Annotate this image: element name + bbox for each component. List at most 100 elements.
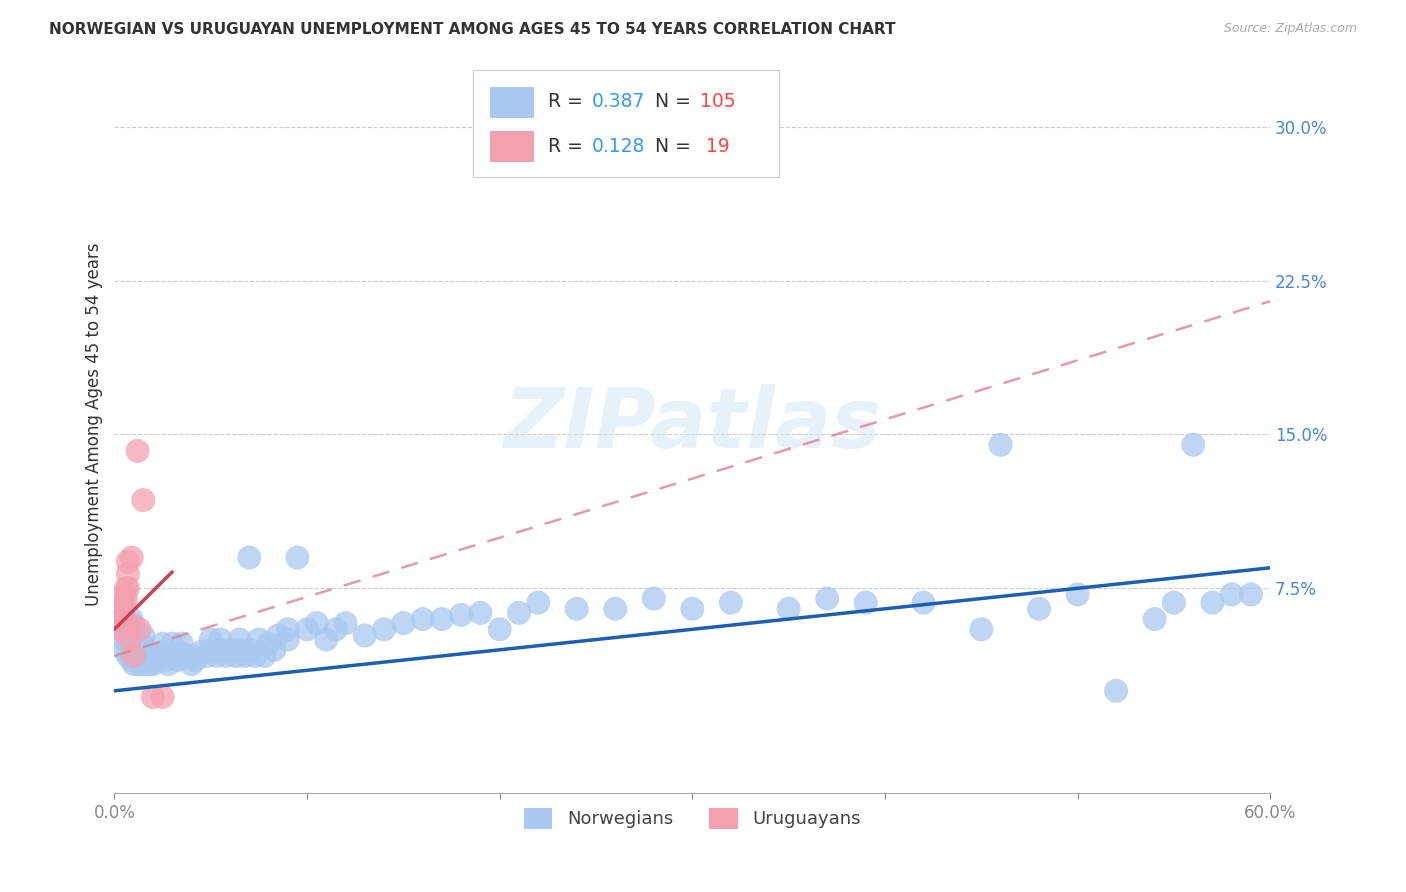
Point: [470, 606, 492, 620]
Point: [243, 648, 266, 663]
Point: [115, 591, 138, 606]
Point: [1028, 602, 1050, 616]
Point: [121, 550, 143, 565]
Text: ZIPatlas: ZIPatlas: [503, 384, 882, 465]
Point: [121, 632, 143, 647]
Point: [527, 596, 550, 610]
Point: [117, 566, 139, 581]
Point: [111, 612, 134, 626]
Text: N =: N =: [655, 92, 697, 112]
Point: [142, 690, 165, 704]
Point: [305, 616, 328, 631]
Point: [565, 602, 588, 616]
Point: [112, 596, 135, 610]
Point: [287, 550, 309, 565]
Point: [195, 648, 218, 663]
Point: [720, 596, 742, 610]
Y-axis label: Unemployment Among Ages 45 to 54 years: Unemployment Among Ages 45 to 54 years: [86, 243, 103, 606]
Point: [142, 647, 165, 661]
Point: [117, 555, 139, 569]
Point: [112, 602, 135, 616]
Point: [778, 602, 800, 616]
Point: [127, 443, 149, 458]
Point: [122, 618, 145, 632]
Point: [253, 648, 276, 663]
Point: [488, 622, 510, 636]
Point: [184, 653, 207, 667]
Point: [122, 648, 145, 663]
Text: R =: R =: [548, 92, 589, 112]
Point: [138, 648, 160, 663]
Point: [335, 616, 357, 631]
Point: [228, 642, 250, 657]
Point: [209, 642, 232, 657]
Point: [643, 591, 665, 606]
Point: [912, 596, 935, 610]
Point: [121, 653, 143, 667]
Point: [115, 582, 138, 596]
Point: [215, 648, 238, 663]
Point: [167, 653, 190, 667]
Point: [157, 657, 180, 672]
Point: [295, 622, 318, 636]
Point: [1143, 612, 1166, 626]
Point: [235, 648, 257, 663]
Point: [238, 550, 260, 565]
Point: [121, 622, 143, 636]
Point: [170, 637, 193, 651]
Point: [112, 642, 135, 657]
Point: [112, 632, 135, 647]
Point: [122, 628, 145, 642]
Point: [136, 653, 159, 667]
Point: [127, 653, 149, 667]
Point: [117, 626, 139, 640]
Point: [128, 622, 150, 636]
Point: [160, 637, 183, 651]
Point: [855, 596, 877, 610]
Point: [430, 612, 453, 626]
Point: [1182, 438, 1205, 452]
Point: [180, 657, 202, 672]
Point: [112, 612, 135, 626]
Point: [122, 648, 145, 663]
Point: [142, 657, 165, 672]
Point: [353, 628, 375, 642]
Point: [117, 637, 139, 651]
Point: [605, 602, 627, 616]
Point: [205, 648, 228, 663]
Point: [117, 648, 139, 663]
Text: Source: ZipAtlas.com: Source: ZipAtlas.com: [1223, 22, 1357, 36]
Point: [1240, 587, 1263, 601]
Point: [127, 642, 149, 657]
Point: [132, 639, 155, 653]
Point: [160, 648, 183, 663]
Point: [277, 622, 299, 636]
Point: [200, 642, 222, 657]
FancyBboxPatch shape: [472, 70, 779, 177]
Point: [209, 632, 232, 647]
Point: [373, 622, 395, 636]
Point: [128, 657, 150, 672]
Point: [111, 602, 134, 616]
Point: [200, 632, 222, 647]
Point: [117, 616, 139, 631]
Point: [277, 632, 299, 647]
Point: [267, 628, 290, 642]
Point: [681, 602, 703, 616]
Point: [146, 653, 169, 667]
Point: [132, 657, 155, 672]
Point: [121, 642, 143, 657]
Point: [219, 642, 242, 657]
Point: [263, 642, 285, 657]
Point: [112, 622, 135, 636]
Point: [257, 637, 280, 651]
Point: [508, 606, 530, 620]
Point: [1105, 683, 1128, 698]
Text: 0.128: 0.128: [592, 137, 645, 156]
Point: [128, 647, 150, 661]
Text: N =: N =: [655, 137, 697, 156]
Text: 19: 19: [700, 137, 730, 156]
Point: [190, 645, 212, 659]
Point: [122, 639, 145, 653]
Point: [815, 591, 838, 606]
